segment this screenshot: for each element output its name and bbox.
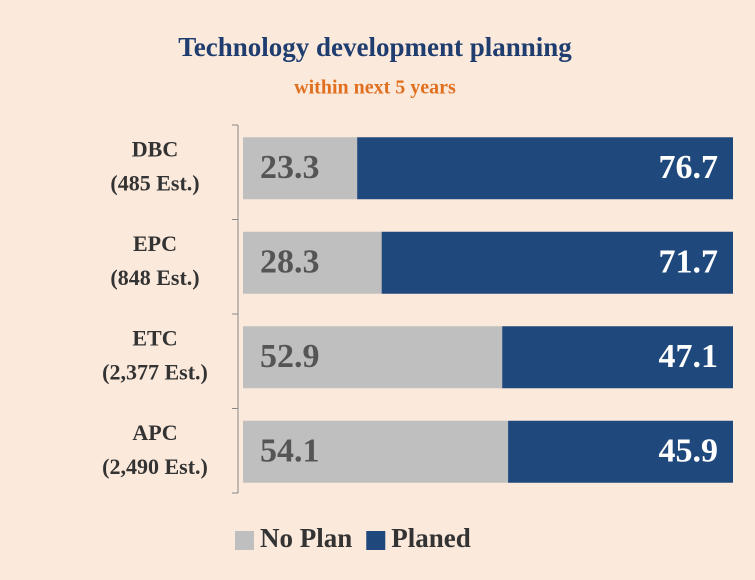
value-label: 54.1 [260,433,320,470]
legend-swatch [366,531,386,550]
y-tick-label: DBC [132,136,178,161]
bar-segment [243,420,509,483]
value-label: 45.9 [659,433,719,470]
y-tick-label: (2,377 Est.) [102,359,208,384]
y-tick-label: (848 Est.) [110,265,199,290]
bar-segment [243,231,382,294]
value-label: 23.3 [260,149,320,186]
legend-label: No Plan [260,523,352,553]
bar-segment [381,231,733,294]
y-tick-label: (485 Est.) [110,170,199,195]
bar-segment [243,326,503,389]
chart-subtitle: within next 5 years [294,77,456,99]
value-label: 28.3 [260,244,320,281]
bar-segment [502,326,733,389]
bar-segment [243,137,358,200]
y-tick-label: (2,490 Est.) [102,454,208,479]
value-label: 76.7 [659,149,719,186]
chart-title: Technology development planning [178,32,572,62]
y-tick-label: EPC [133,231,177,256]
bar-segment [357,137,733,200]
legend-swatch [235,531,254,550]
value-label: 52.9 [260,338,320,375]
bar-segment [508,420,733,483]
value-label: 71.7 [659,244,719,281]
y-tick-label: APC [132,420,177,445]
value-label: 47.1 [659,338,719,375]
legend-label: Planed [391,523,471,553]
y-tick-label: ETC [132,325,177,350]
